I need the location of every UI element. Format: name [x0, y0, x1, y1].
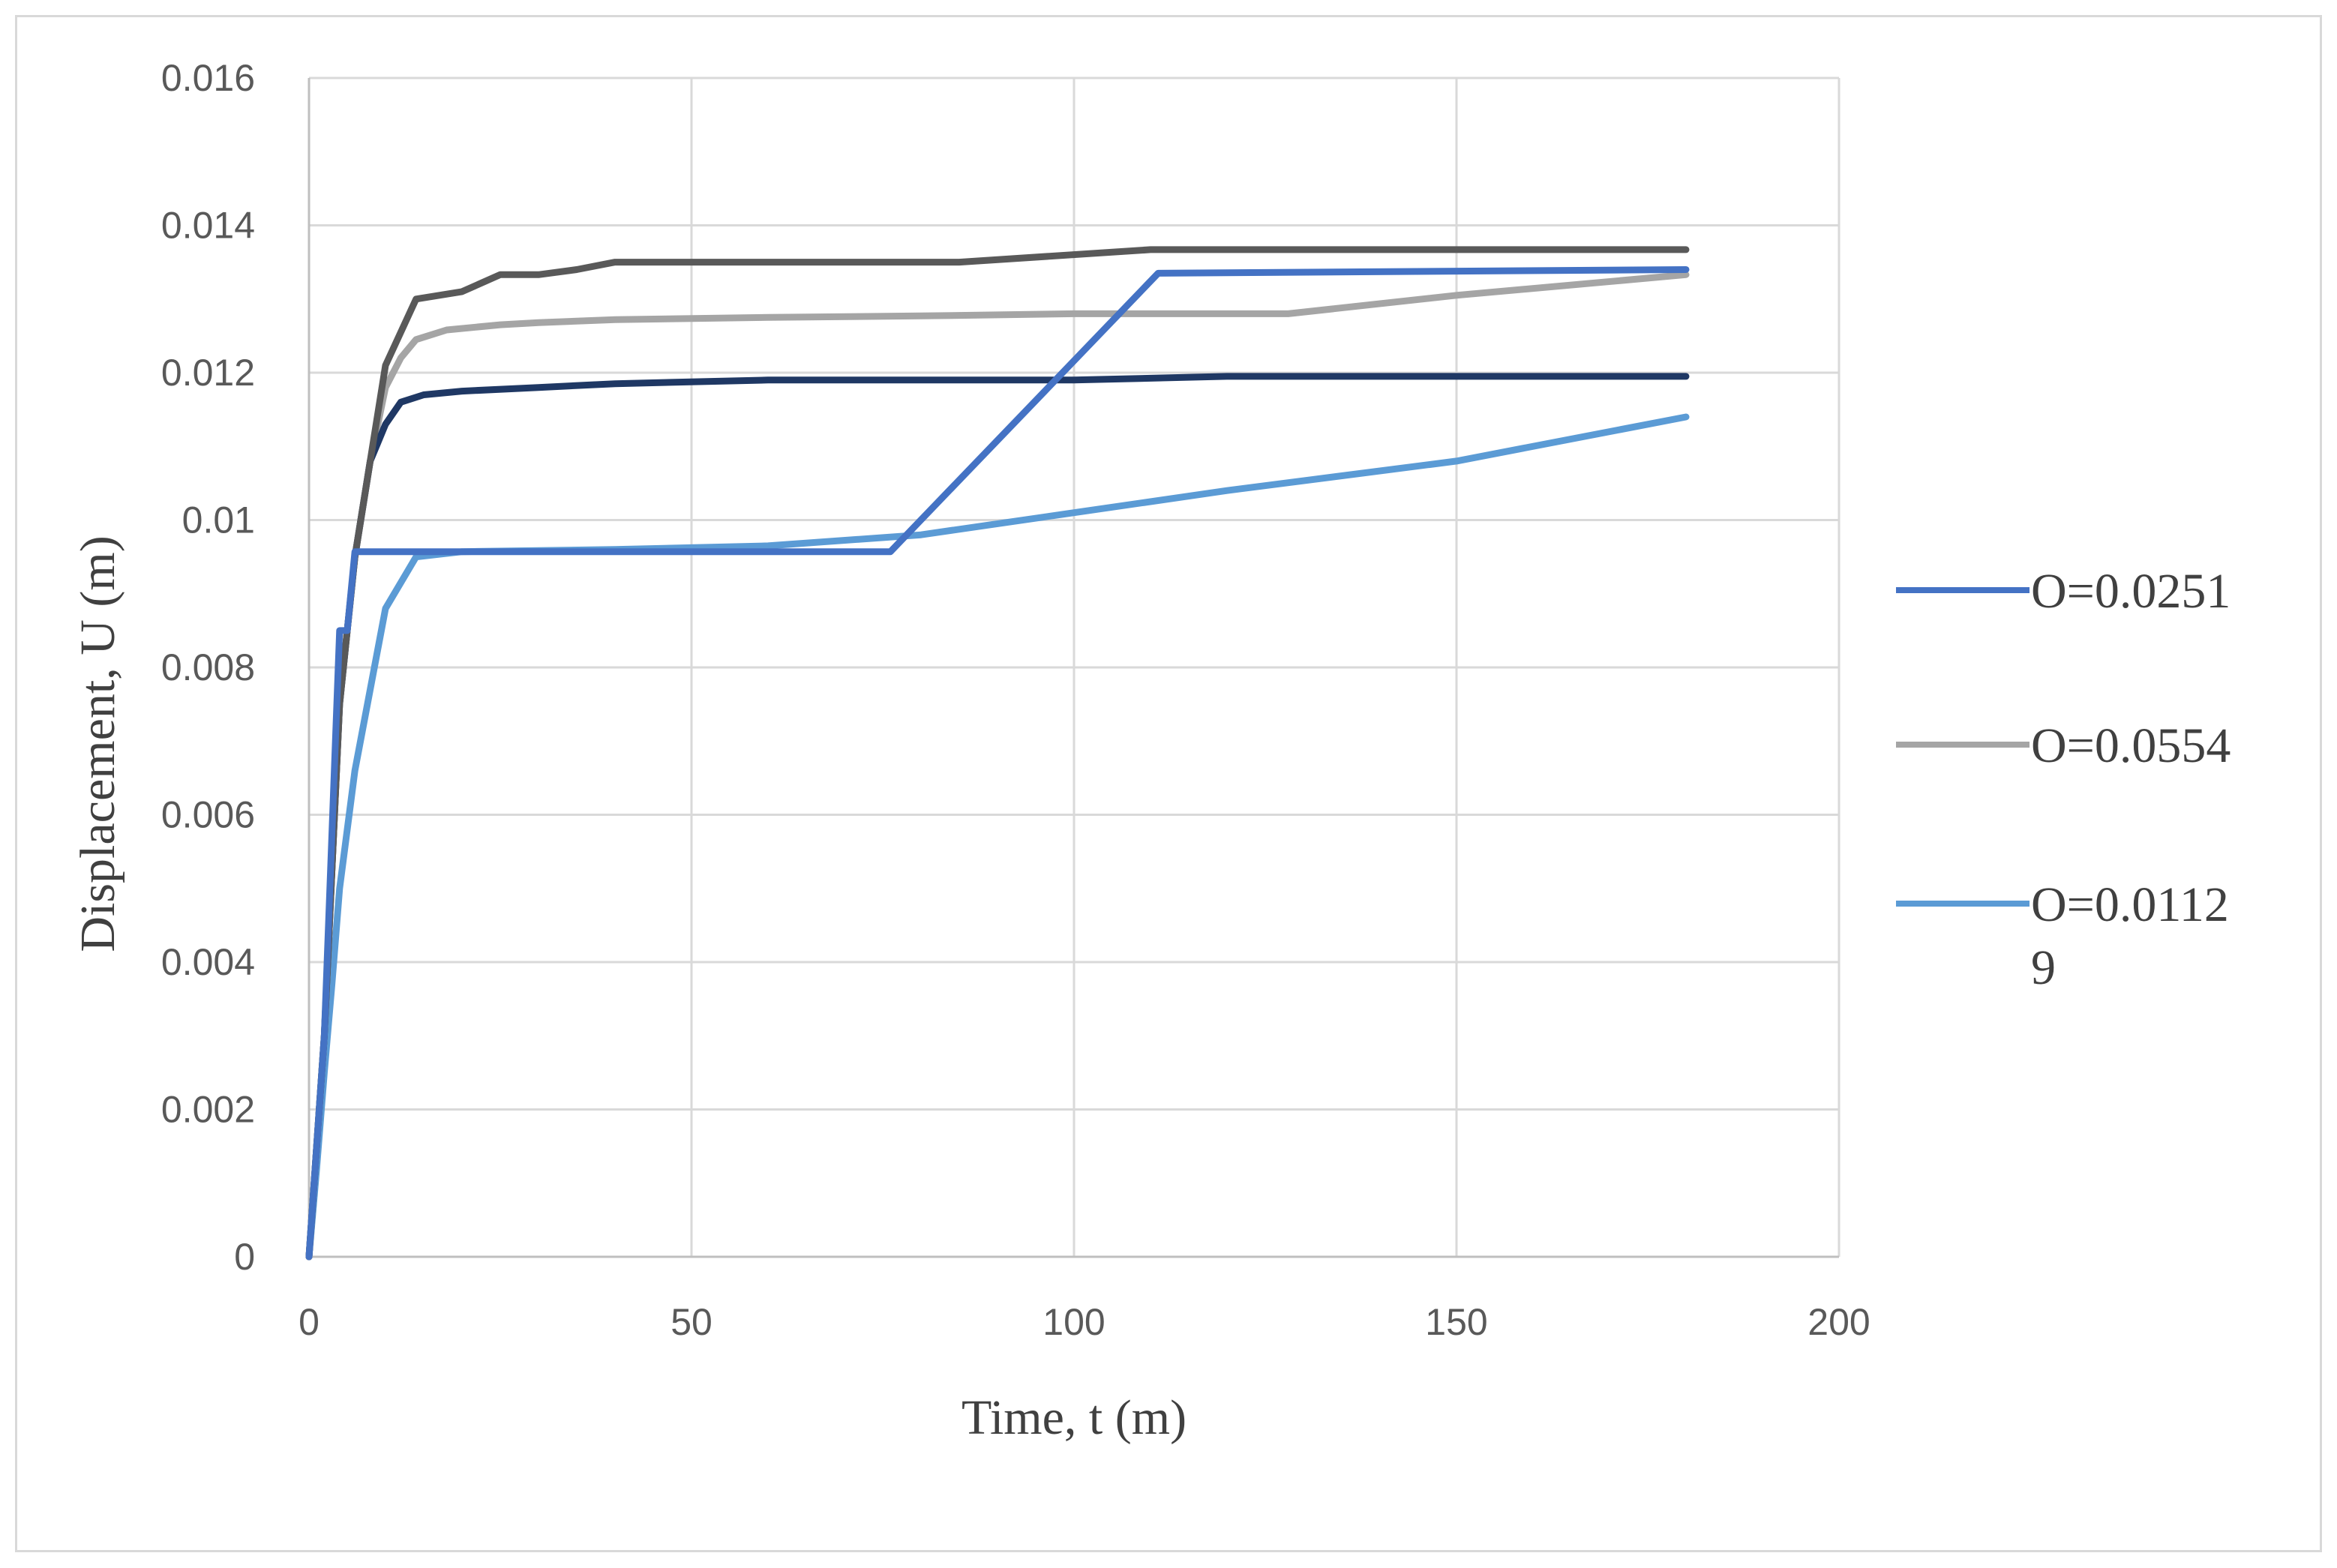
series-line-3	[305, 266, 1690, 1261]
y-tick-label: 0.016	[161, 57, 255, 99]
legend: O=0.0251 O=0.0554 O=0.0112 9	[1896, 564, 2230, 995]
legend-item-2: O=0.0554	[1896, 718, 2230, 773]
legend-label-1: O=0.0251	[2031, 564, 2230, 619]
x-tick-label: 0	[298, 1301, 320, 1343]
y-tick-label: 0.006	[161, 794, 255, 836]
gridlines	[309, 76, 1840, 1257]
series-lines	[305, 246, 1690, 1261]
legend-label-3: O=0.0112 9	[2031, 877, 2229, 995]
series-line-5	[305, 413, 1690, 1261]
legend-item-1: O=0.0251	[1896, 564, 2230, 619]
y-tick-labels: 0 0.002 0.004 0.006 0.008 0.01 0.012 0.014 0.016	[161, 57, 255, 1278]
x-tick-labels: 0 50 100 150 200	[298, 1301, 1870, 1343]
axes	[308, 78, 1839, 1258]
x-tick-label: 100	[1042, 1301, 1105, 1343]
y-axis-title: Displacement, U (m)	[70, 535, 125, 952]
x-tick-label: 150	[1425, 1301, 1487, 1343]
x-tick-label: 200	[1808, 1301, 1870, 1343]
series-line-1	[305, 373, 1690, 1261]
y-tick-label: 0.01	[182, 499, 255, 541]
y-tick-label: 0.008	[161, 646, 255, 688]
legend-item-3: O=0.0112 9	[1896, 877, 2229, 995]
y-tick-label: 0.004	[161, 941, 255, 983]
y-tick-label: 0.012	[161, 352, 255, 394]
x-axis-title: Time, t (m)	[962, 1390, 1186, 1445]
y-tick-label: 0	[234, 1236, 255, 1278]
series-line-2	[305, 246, 1690, 1261]
x-tick-label: 50	[670, 1301, 712, 1343]
legend-label-2: O=0.0554	[2031, 718, 2230, 773]
y-tick-label: 0.002	[161, 1089, 255, 1131]
y-tick-label: 0.014	[161, 205, 255, 247]
